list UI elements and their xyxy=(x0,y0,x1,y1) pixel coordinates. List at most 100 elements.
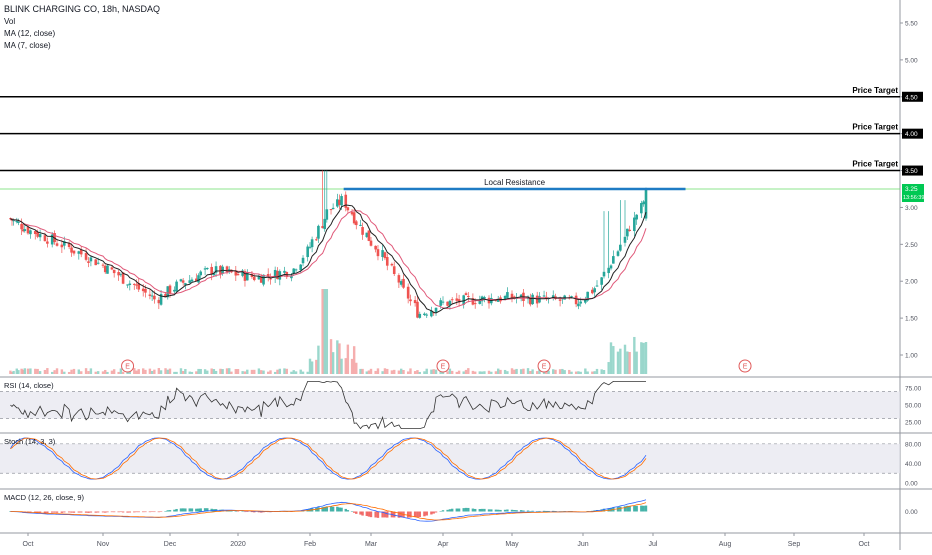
current-price-tag xyxy=(902,184,924,202)
time-axis-label: Dec xyxy=(164,541,177,548)
candle-body xyxy=(434,307,438,313)
time-axis-label: Apr xyxy=(438,541,450,548)
volume-bar xyxy=(446,371,449,374)
earnings-marker[interactable] xyxy=(537,359,551,373)
earnings-marker[interactable] xyxy=(121,359,135,373)
volume-bar xyxy=(413,371,417,374)
bar-countdown-label: 13:56:39 xyxy=(903,195,924,201)
volume-bar xyxy=(219,368,222,374)
candle-body xyxy=(609,265,613,269)
time-axis-label: 2020 xyxy=(230,541,246,548)
candle-body xyxy=(331,207,335,210)
macd-histogram-bar xyxy=(554,511,557,512)
candle-body xyxy=(635,214,638,220)
candle-body xyxy=(340,196,343,206)
macd-histogram-bar xyxy=(331,506,335,512)
candle-body xyxy=(214,266,218,273)
macd-histogram-bar xyxy=(133,511,136,513)
volume-bar xyxy=(148,368,152,374)
macd-histogram-bar xyxy=(432,511,435,514)
macd-line xyxy=(10,499,647,522)
volume-bar xyxy=(602,370,606,374)
candle-body xyxy=(79,249,83,255)
candle-body xyxy=(430,310,433,317)
volume-bar xyxy=(478,371,481,374)
macd-histogram-bar xyxy=(471,508,475,512)
macd-histogram-bar xyxy=(640,505,643,512)
candle-body xyxy=(241,270,244,276)
volume-bar xyxy=(640,342,643,374)
price-target-tag-label: 3.50 xyxy=(905,168,918,175)
volume-bar xyxy=(406,371,410,374)
candle-body xyxy=(385,257,389,266)
candle-body xyxy=(43,235,47,242)
volume-bar xyxy=(563,370,566,374)
macd-histogram-bar xyxy=(487,509,491,512)
time-axis-label: May xyxy=(505,541,519,548)
candle-body xyxy=(199,271,203,276)
volume-bar xyxy=(619,348,622,374)
volume-bar xyxy=(117,371,120,374)
macd-histogram-bar xyxy=(355,511,358,514)
macd-histogram-bar xyxy=(243,511,247,513)
volume-bar xyxy=(199,368,202,374)
volume-bar xyxy=(399,368,403,374)
candle-body xyxy=(250,273,254,277)
volume-bar xyxy=(355,362,358,374)
volume-bar xyxy=(558,369,562,374)
candle-body xyxy=(110,267,114,270)
macd-histogram-bar xyxy=(250,511,254,513)
candle-body xyxy=(633,217,636,232)
time-axis-label: Jul xyxy=(649,541,658,548)
volume-bar xyxy=(554,369,557,374)
volume-bar xyxy=(526,368,530,374)
candle-body xyxy=(457,299,461,303)
volume-bar xyxy=(195,371,198,374)
macd-histogram-bar xyxy=(607,508,610,512)
price-target-label: Price Target xyxy=(852,123,898,132)
candle-body xyxy=(259,276,263,283)
macd-histogram-bar xyxy=(246,511,249,512)
stoch-k-line xyxy=(10,437,647,480)
candle-body xyxy=(558,299,562,301)
macd-histogram-bar xyxy=(409,511,412,518)
macd-histogram-bar xyxy=(323,506,326,512)
earnings-marker[interactable] xyxy=(738,359,752,373)
candle-body xyxy=(323,218,327,230)
candle-body xyxy=(38,234,42,238)
volume-bar xyxy=(43,369,47,374)
volume-bar xyxy=(600,369,603,374)
macd-histogram-bar xyxy=(77,511,81,513)
volume-bar xyxy=(89,368,93,374)
volume-bar xyxy=(471,370,475,374)
earnings-marker[interactable] xyxy=(436,359,450,373)
candle-body xyxy=(269,278,272,280)
candle-body xyxy=(317,225,320,239)
volume-bar xyxy=(266,371,270,374)
macd-histogram-bar xyxy=(190,508,194,512)
candle-body xyxy=(361,227,364,235)
candle-body xyxy=(619,244,622,251)
macd-histogram-bar xyxy=(325,506,329,512)
macd-histogram-bar xyxy=(290,511,293,512)
earnings-marker-label: E xyxy=(125,364,130,371)
candle-body xyxy=(306,246,309,258)
volume-bar xyxy=(515,368,518,374)
candle-body xyxy=(89,257,93,262)
volume-bar xyxy=(439,371,442,374)
volume-bar xyxy=(166,369,169,374)
candle-body xyxy=(595,285,599,287)
volume-bar xyxy=(142,368,145,374)
candle-body xyxy=(367,230,371,241)
candle-body xyxy=(257,276,261,280)
volume-bar xyxy=(369,368,373,374)
volume-bar xyxy=(276,369,279,374)
volume-bar xyxy=(418,371,421,374)
candle-body xyxy=(203,268,207,270)
candle-body xyxy=(413,300,417,304)
macd-histogram-bar xyxy=(344,508,347,512)
macd-histogram-bar xyxy=(137,511,140,513)
volume-bar xyxy=(221,369,224,374)
